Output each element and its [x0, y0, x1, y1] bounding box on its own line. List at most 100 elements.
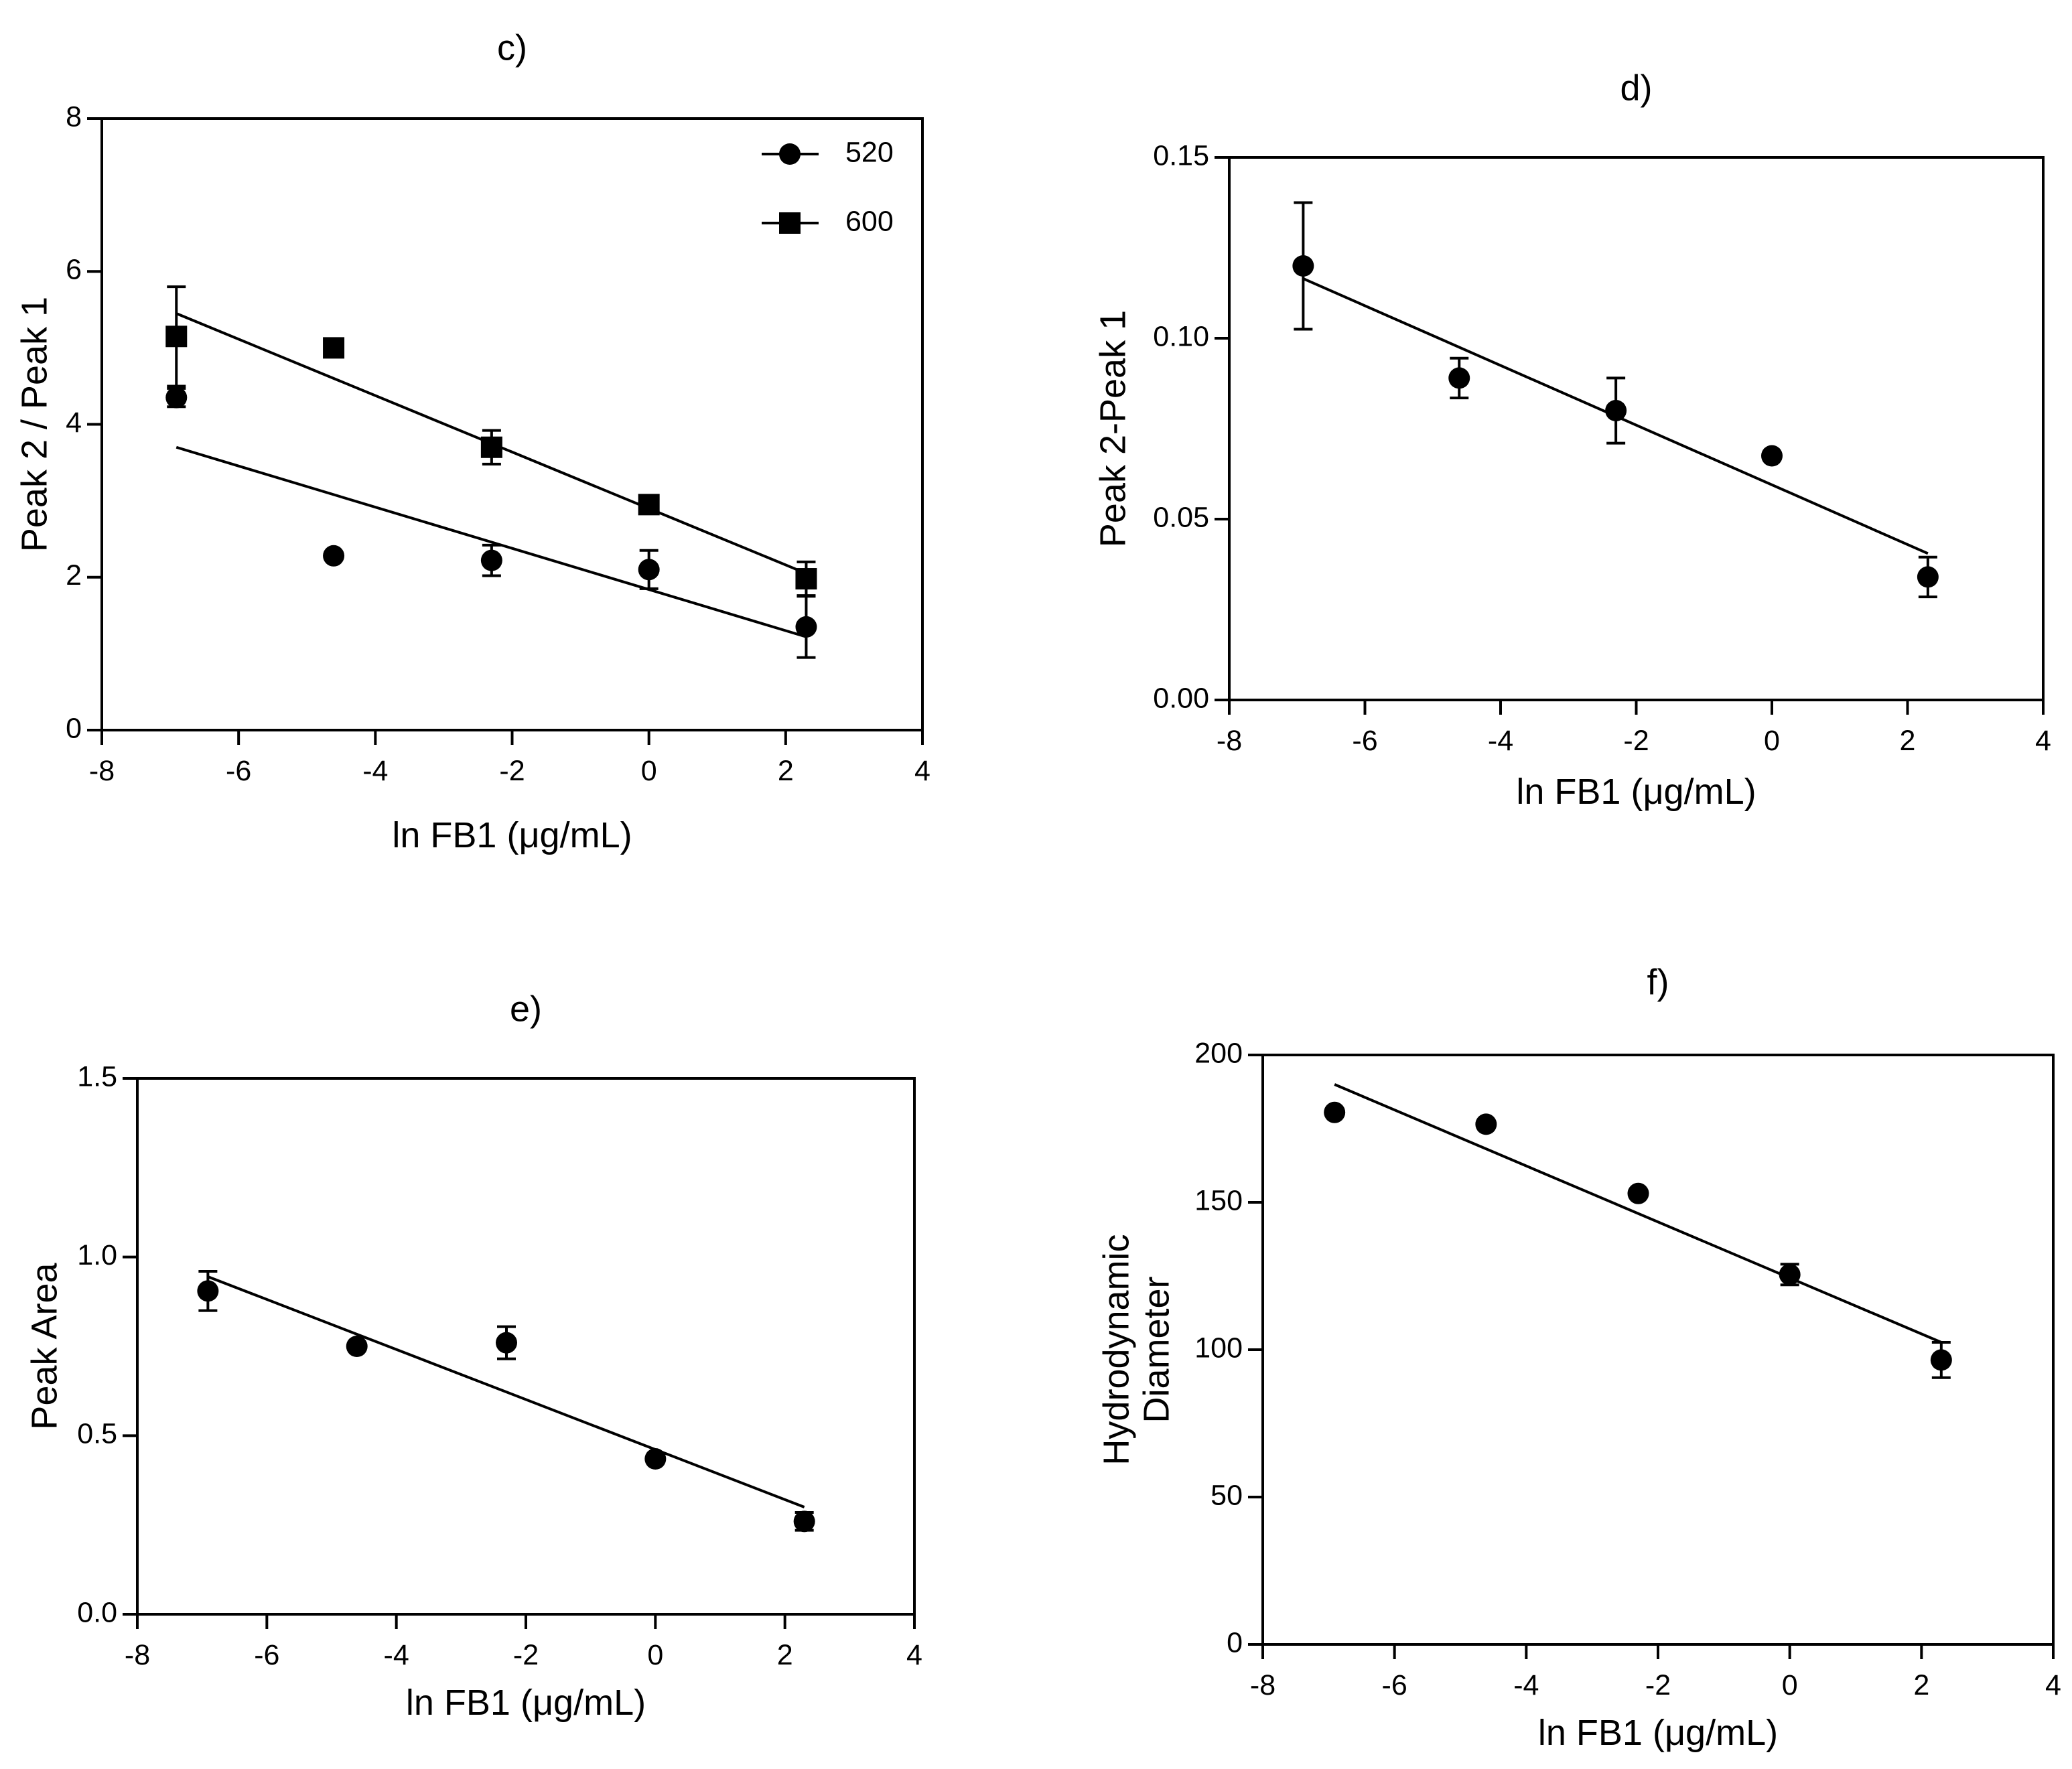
plot-frame	[1228, 156, 2045, 701]
y-tick-label: 0.05	[1153, 501, 1209, 533]
x-axis-label: ln FB1 (μg/mL)	[392, 815, 632, 855]
x-tick-label: -8	[125, 1639, 150, 1671]
chart-panel-e: e) -8 -6 -4 -2 0 2 4 0.0 0.5 1.0 1.5 ln FB1 (μg/mL) P…	[24, 989, 922, 1723]
y-tick-label: 4	[66, 407, 82, 439]
x-tick-label: 2	[778, 755, 794, 787]
data-point-circle	[1605, 400, 1627, 421]
data-point-circle	[1324, 1101, 1346, 1123]
fit-line	[207, 1275, 805, 1508]
y-tick-label: 6	[66, 254, 82, 286]
data-point-circle	[480, 549, 502, 571]
y-tick-label: 100	[1194, 1332, 1243, 1364]
data-point-circle	[496, 1332, 517, 1354]
data-point-circle	[795, 616, 817, 638]
data-point-circle	[1930, 1349, 1952, 1371]
data-point-circle	[1448, 367, 1470, 389]
y-tick-label: 1.5	[77, 1060, 117, 1092]
x-tick-label: -4	[362, 755, 388, 787]
data-point-square	[638, 494, 660, 516]
x-tick-label: -8	[1217, 725, 1242, 757]
y-tick-label: 0.00	[1153, 682, 1209, 714]
x-tick-label: -8	[1250, 1669, 1275, 1701]
x-tick-label: 4	[914, 755, 930, 787]
x-tick-label: -6	[254, 1639, 279, 1671]
y-axis-label: Hydrodynamic	[1096, 1234, 1136, 1465]
x-tick-label: -2	[1645, 1669, 1671, 1701]
x-tick-label: -2	[499, 755, 525, 787]
y-axis-label: Diameter	[1136, 1276, 1176, 1423]
x-tick-label: 4	[906, 1639, 922, 1671]
panel-title: f)	[1647, 962, 1669, 1002]
panel-title: d)	[1620, 68, 1652, 108]
data-point-square	[795, 568, 817, 590]
y-axis-label: Peak Area	[24, 1262, 64, 1429]
plot-frame	[1261, 1054, 2055, 1646]
y-tick-label: 0.0	[77, 1596, 117, 1628]
panel-title: e)	[510, 989, 542, 1029]
y-tick-label: 2	[66, 559, 82, 591]
x-tick-label: 2	[1900, 725, 1916, 757]
data-point-circle	[1627, 1182, 1649, 1204]
x-tick-label: 0	[1764, 725, 1780, 757]
x-tick-label: 0	[647, 1639, 663, 1671]
legend-marker-circle	[779, 143, 801, 165]
plot-frame	[136, 1077, 916, 1616]
data-point-circle	[644, 1448, 667, 1470]
series-520	[165, 386, 817, 659]
x-tick-label: -6	[1352, 725, 1377, 757]
x-tick-label: -2	[1623, 725, 1649, 757]
legend-item-520: 520	[762, 136, 894, 168]
x-tick-label: 2	[777, 1639, 793, 1671]
y-tick-label: 0	[1227, 1626, 1243, 1658]
x-axis-label: ln FB1 (μg/mL)	[1538, 1713, 1778, 1753]
legend-label: 520	[845, 136, 894, 168]
data-point-square	[323, 337, 345, 359]
fit-line	[176, 445, 807, 638]
data-point-square	[165, 326, 188, 348]
y-tick-label: 8	[66, 100, 82, 133]
x-tick-label: 0	[641, 755, 657, 787]
y-axis-label: Peak 2 / Peak 1	[14, 297, 54, 552]
series-data	[1324, 1083, 1952, 1379]
data-point-circle	[1761, 445, 1783, 467]
x-tick-label: 0	[1782, 1669, 1798, 1701]
x-tick-label: 4	[2035, 725, 2051, 757]
y-tick-label: 150	[1194, 1184, 1243, 1216]
series-600	[165, 285, 817, 597]
x-tick-label: -4	[1513, 1669, 1539, 1701]
data-point-circle	[165, 386, 188, 409]
x-axis-label: ln FB1 (μg/mL)	[406, 1683, 646, 1723]
x-tick-label: 4	[2045, 1669, 2061, 1701]
series-data	[1292, 201, 1939, 599]
x-tick-label: 2	[1913, 1669, 1929, 1701]
y-tick-label: 200	[1194, 1037, 1243, 1069]
data-point-circle	[323, 545, 345, 567]
data-point-circle	[1292, 255, 1314, 277]
panel-title: c)	[497, 27, 527, 68]
y-tick-label: 0	[66, 712, 82, 744]
y-axis-label: Peak 2-Peak 1	[1093, 310, 1133, 547]
legend-label: 600	[845, 205, 894, 237]
x-tick-label: -4	[384, 1639, 409, 1671]
y-tick-label: 0.5	[77, 1418, 117, 1450]
data-point-circle	[197, 1280, 219, 1302]
x-axis-label: ln FB1 (μg/mL)	[1516, 772, 1756, 812]
x-tick-label: -4	[1488, 725, 1513, 757]
y-tick-label: 1.0	[77, 1239, 117, 1271]
legend-item-600: 600	[762, 205, 894, 237]
y-tick-label: 0.15	[1153, 139, 1209, 171]
data-point-circle	[793, 1510, 815, 1533]
data-point-circle	[1475, 1113, 1497, 1135]
chart-panel-d: d) -8 -6 -4 -2 0 2 4 0.00 0.05 0.10 0.15 ln FB1 (μg/…	[1093, 68, 2051, 812]
x-tick-label: -6	[1382, 1669, 1407, 1701]
data-point-circle	[346, 1336, 368, 1357]
legend-marker-square	[779, 212, 801, 234]
data-point-circle	[638, 559, 660, 581]
chart-panel-f: f) -8 -6 -4 -2 0 2 4 0 50 100 150 200 ln FB1 (μg/mL) H…	[1096, 962, 2061, 1753]
y-tick-label: 50	[1211, 1479, 1243, 1511]
x-tick-label: -6	[226, 755, 251, 787]
data-point-square	[480, 436, 502, 458]
x-tick-label: -2	[513, 1639, 539, 1671]
x-tick-label: -8	[89, 755, 115, 787]
